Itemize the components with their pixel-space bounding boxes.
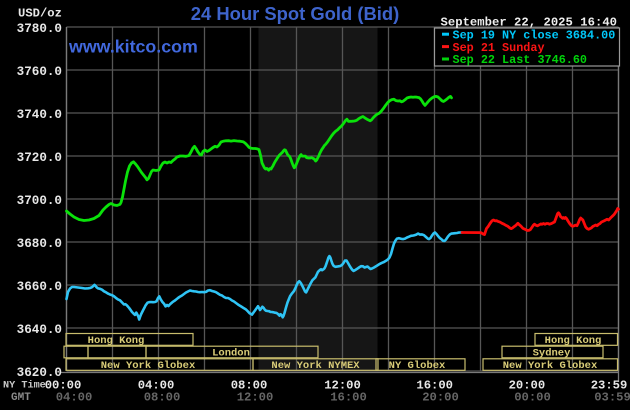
svg-text:3640.0: 3640.0 [17,323,62,337]
svg-text:20:00: 20:00 [422,391,459,405]
svg-text:NY Time: NY Time [3,380,46,392]
svg-text:12:00: 12:00 [324,379,361,393]
svg-text:Sep 19 NY close 3684.00: Sep 19 NY close 3684.00 [453,28,616,42]
svg-text:Hong Kong: Hong Kong [545,335,602,347]
svg-text:New York Globex: New York Globex [503,360,598,372]
svg-text:16:00: 16:00 [416,379,453,393]
svg-text:3700.0: 3700.0 [17,194,62,208]
svg-text:New York Globex: New York Globex [101,360,196,372]
svg-text:00:00: 00:00 [45,379,82,393]
svg-text:Sydney: Sydney [533,348,572,360]
svg-text:3780.0: 3780.0 [17,22,62,36]
svg-text:London: London [212,348,250,360]
svg-text:16:00: 16:00 [330,391,367,405]
svg-text:3620.0: 3620.0 [17,366,62,380]
svg-text:24 Hour Spot Gold (Bid): 24 Hour Spot Gold (Bid) [191,3,399,24]
svg-text:Sep 22 Last 3746.60: Sep 22 Last 3746.60 [453,53,588,67]
svg-text:3720.0: 3720.0 [17,151,62,165]
svg-text:www.kitco.com: www.kitco.com [68,37,198,57]
svg-text:3680.0: 3680.0 [17,237,62,251]
svg-text:3740.0: 3740.0 [17,108,62,122]
svg-text:00:00: 00:00 [514,391,551,405]
svg-text:Sep 21 Sunday: Sep 21 Sunday [453,41,545,55]
svg-text:USD/oz: USD/oz [18,6,62,20]
svg-text:20:00: 20:00 [509,379,546,393]
svg-text:3660.0: 3660.0 [17,280,62,294]
svg-text:3760.0: 3760.0 [17,65,62,79]
svg-text:04:00: 04:00 [138,379,175,393]
svg-text:Hong Kong: Hong Kong [88,335,145,347]
svg-text:03:59: 03:59 [594,391,630,405]
svg-text:12:00: 12:00 [237,391,274,405]
svg-text:GMT: GMT [11,392,31,404]
svg-text:NY Globex: NY Globex [389,360,446,372]
svg-text:04:00: 04:00 [56,391,93,405]
svg-text:08:00: 08:00 [144,391,181,405]
svg-text:New York NYMEX: New York NYMEX [271,360,360,372]
svg-text:23:59: 23:59 [591,379,628,393]
svg-text:08:00: 08:00 [231,379,268,393]
svg-text:September 22, 2025 16:40: September 22, 2025 16:40 [441,16,618,30]
